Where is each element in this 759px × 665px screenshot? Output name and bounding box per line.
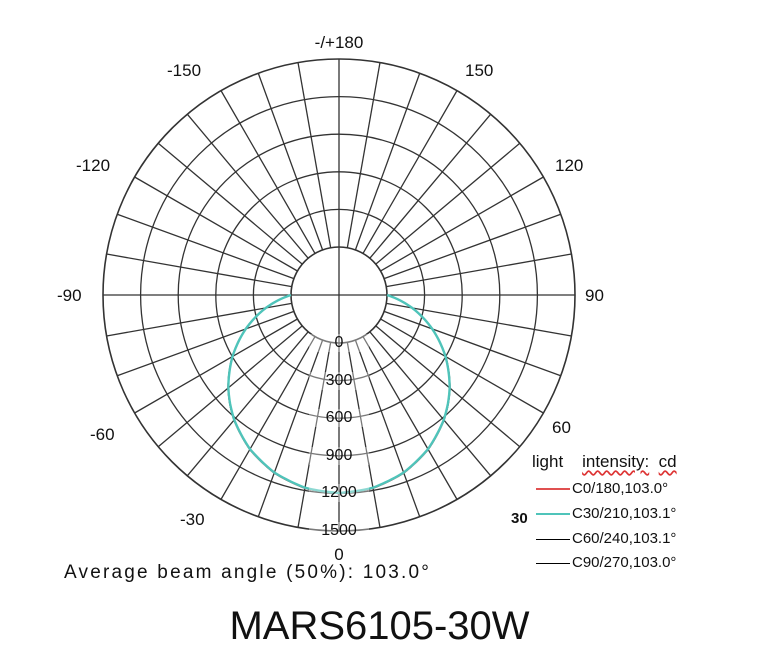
grid-spoke-350: [297, 62, 332, 248]
grid-spoke-320: [186, 113, 309, 259]
legend-item-c30: C30/210,103.1°: [536, 505, 676, 525]
angle-label-top: -/+180: [314, 33, 364, 52]
grid-spoke-60: [380, 176, 544, 272]
grid-spoke-80: [386, 253, 572, 288]
legend-label-c30: C30/210,103.1°: [572, 505, 677, 522]
legend-swatch-c60: [536, 538, 570, 540]
grid-spoke-110: [383, 310, 561, 377]
grid-spoke-150: [362, 336, 458, 500]
radial-tick-600: 600: [309, 409, 369, 428]
grid-spoke-280: [106, 253, 292, 288]
polar-grid: [102, 58, 576, 532]
radial-tick-300: 300: [309, 371, 369, 390]
radial-tick-1500: 1500: [309, 522, 369, 540]
grid-spoke-340: [257, 73, 324, 251]
legend-title-word-2: intensity:: [582, 452, 650, 471]
angle-label-right-150: 150: [465, 61, 494, 80]
model-title: MARS6105-30W: [229, 604, 530, 648]
grid-spoke-130: [375, 325, 521, 448]
angle-label-right-30: 30: [511, 510, 528, 527]
grid-spoke-210: [220, 336, 316, 500]
grid-spoke-230: [157, 325, 303, 448]
angle-label-left-30: -30: [180, 510, 205, 529]
angle-label-left-120: -120: [76, 156, 111, 175]
legend-swatch-c90: [536, 562, 570, 564]
grid-spoke-170: [346, 342, 381, 528]
angle-label-left-150: -150: [167, 61, 202, 80]
angle-label-left-90: -90: [57, 286, 82, 305]
grid-spoke-220: [186, 331, 309, 477]
legend-item-c60: C60/240,103.1°: [536, 530, 676, 550]
grid-spoke-330: [220, 90, 316, 254]
grid-spoke-100: [386, 302, 572, 337]
grid-spoke-200: [257, 339, 324, 517]
radial-tick-0: 0: [309, 334, 369, 352]
radial-tick-1200: 1200: [309, 484, 369, 503]
angle-label-right-90: 90: [585, 286, 604, 305]
beam-angle-note: Average beam angle (50%): 103.0°: [64, 562, 432, 583]
grid-spoke-250: [117, 310, 295, 377]
radial-tick-900: 900: [309, 446, 369, 465]
grid-spoke-190: [297, 342, 332, 528]
grid-spoke-40: [369, 113, 492, 259]
grid-spoke-240: [134, 318, 298, 414]
legend-swatch-c0: [536, 488, 570, 491]
legend-label-c0: C0/180,103.0°: [572, 480, 669, 497]
legend-title-word-3: cd: [658, 452, 677, 471]
legend-title-word-1: light: [532, 452, 564, 471]
legend-item-c90: C90/270,103.0°: [536, 554, 676, 574]
legend-title: light intensity: cd: [532, 452, 677, 472]
angle-label-bottom: 0: [334, 545, 344, 564]
angle-label-right-60: 60: [552, 418, 571, 437]
grid-spoke-290: [117, 213, 295, 280]
grid-spoke-70: [383, 213, 561, 280]
grid-spoke-140: [369, 331, 492, 477]
intensity-curves: [227, 293, 451, 495]
legend-item-c0: C0/180,103.0°: [536, 480, 668, 500]
angle-label-left-60: -60: [90, 425, 115, 444]
legend-swatch-c30: [536, 513, 570, 516]
grid-spoke-30: [362, 90, 458, 254]
grid-spoke-310: [157, 142, 303, 265]
grid-spoke-300: [134, 176, 298, 272]
curve-c30: [227, 293, 451, 495]
angle-label-right-120: 120: [555, 156, 584, 175]
legend-label-c90: C90/270,103.0°: [572, 554, 677, 571]
grid-spoke-10: [346, 62, 381, 248]
grid-spoke-50: [375, 142, 521, 265]
grid-spoke-160: [354, 339, 421, 517]
grid-spoke-20: [354, 73, 421, 251]
grid-spoke-120: [380, 318, 544, 414]
grid-spoke-260: [106, 302, 292, 337]
legend-label-c60: C60/240,103.1°: [572, 530, 677, 547]
